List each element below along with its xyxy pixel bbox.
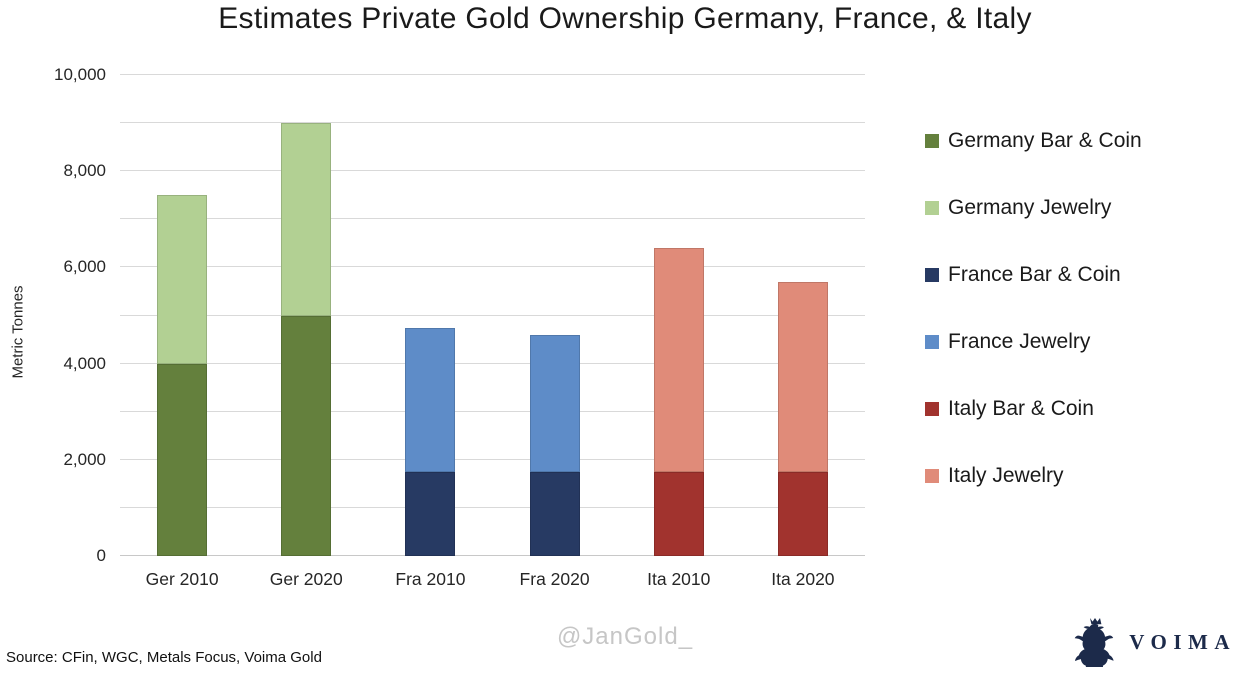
bar-segment bbox=[777, 471, 828, 556]
x-tick-label: Ger 2010 bbox=[145, 569, 219, 589]
gridline bbox=[120, 122, 865, 124]
legend-label: Italy Bar & Coin bbox=[948, 397, 1094, 420]
bar-segment bbox=[653, 471, 704, 556]
bar-segment bbox=[281, 315, 332, 556]
gridline bbox=[120, 506, 865, 508]
legend-swatch bbox=[925, 268, 939, 282]
bar-segment bbox=[405, 471, 456, 556]
legend: Germany Bar & Coin Germany Jewelry France … bbox=[925, 129, 1142, 532]
x-tick-label: Ita 2020 bbox=[771, 569, 835, 589]
logo-text: VOIMA bbox=[1129, 629, 1236, 654]
y-tick-label: 8,000 bbox=[63, 161, 106, 181]
bar-segment bbox=[405, 327, 456, 472]
gridline bbox=[120, 170, 865, 172]
gridline bbox=[120, 218, 865, 220]
bar-segment bbox=[281, 123, 332, 316]
gridline bbox=[120, 410, 865, 412]
legend-swatch bbox=[925, 402, 939, 416]
bar-segment bbox=[529, 334, 580, 472]
y-tick-label: 4,000 bbox=[63, 353, 106, 373]
legend-label: France Bar & Coin bbox=[948, 263, 1121, 286]
legend-label: France Jewelry bbox=[948, 330, 1091, 353]
watermark: @JanGold_ bbox=[556, 623, 694, 650]
legend-swatch bbox=[925, 469, 939, 483]
legend-swatch bbox=[925, 335, 939, 349]
heraldic-lion-icon bbox=[1074, 618, 1114, 667]
legend-swatch bbox=[925, 134, 939, 148]
x-tick-label: Ger 2020 bbox=[269, 569, 343, 589]
legend-label: Germany Bar & Coin bbox=[948, 129, 1142, 152]
y-tick-label: 10,000 bbox=[54, 65, 106, 84]
y-axis-ticks: 0 2,000 4,000 6,000 8,000 10,000 bbox=[0, 65, 106, 565]
x-tick-label: Fra 2020 bbox=[519, 569, 590, 589]
legend-item: Italy Jewelry bbox=[925, 464, 1142, 487]
bar-segment bbox=[653, 248, 704, 472]
plot-area: Ger 2010 Ger 2020 Fra 2010 Fra 2020 Ita 2010… bbox=[120, 74, 865, 589]
legend-item: Germany Bar & Coin bbox=[925, 129, 1142, 152]
bar-segment bbox=[157, 363, 208, 556]
y-tick-label: 0 bbox=[96, 546, 106, 565]
gridline bbox=[120, 74, 865, 75]
x-tick-label: Ita 2010 bbox=[647, 569, 711, 589]
gridline bbox=[120, 314, 865, 316]
source-note: Source: CFin, WGC, Metals Focus, Voima G… bbox=[6, 649, 322, 666]
gridline bbox=[120, 362, 865, 364]
x-tick-label: Fra 2010 bbox=[395, 569, 466, 589]
legend-item: Germany Jewelry bbox=[925, 196, 1142, 219]
bar-segment bbox=[777, 281, 828, 472]
legend-item: Italy Bar & Coin bbox=[925, 397, 1142, 420]
legend-label: Germany Jewelry bbox=[948, 196, 1112, 219]
voima-logo: VOIMA bbox=[1073, 617, 1236, 667]
bar-segment bbox=[529, 471, 580, 556]
bar-segment bbox=[157, 195, 208, 364]
x-axis-line bbox=[120, 555, 865, 556]
gridline bbox=[120, 458, 865, 460]
legend-swatch bbox=[925, 201, 939, 215]
legend-item: France Bar & Coin bbox=[925, 263, 1142, 286]
legend-item: France Jewelry bbox=[925, 330, 1142, 353]
y-tick-label: 6,000 bbox=[63, 257, 106, 277]
legend-label: Italy Jewelry bbox=[948, 464, 1064, 487]
y-tick-label: 2,000 bbox=[63, 449, 106, 469]
gridline bbox=[120, 266, 865, 268]
chart-title: Estimates Private Gold Ownership Germany… bbox=[218, 2, 1032, 35]
